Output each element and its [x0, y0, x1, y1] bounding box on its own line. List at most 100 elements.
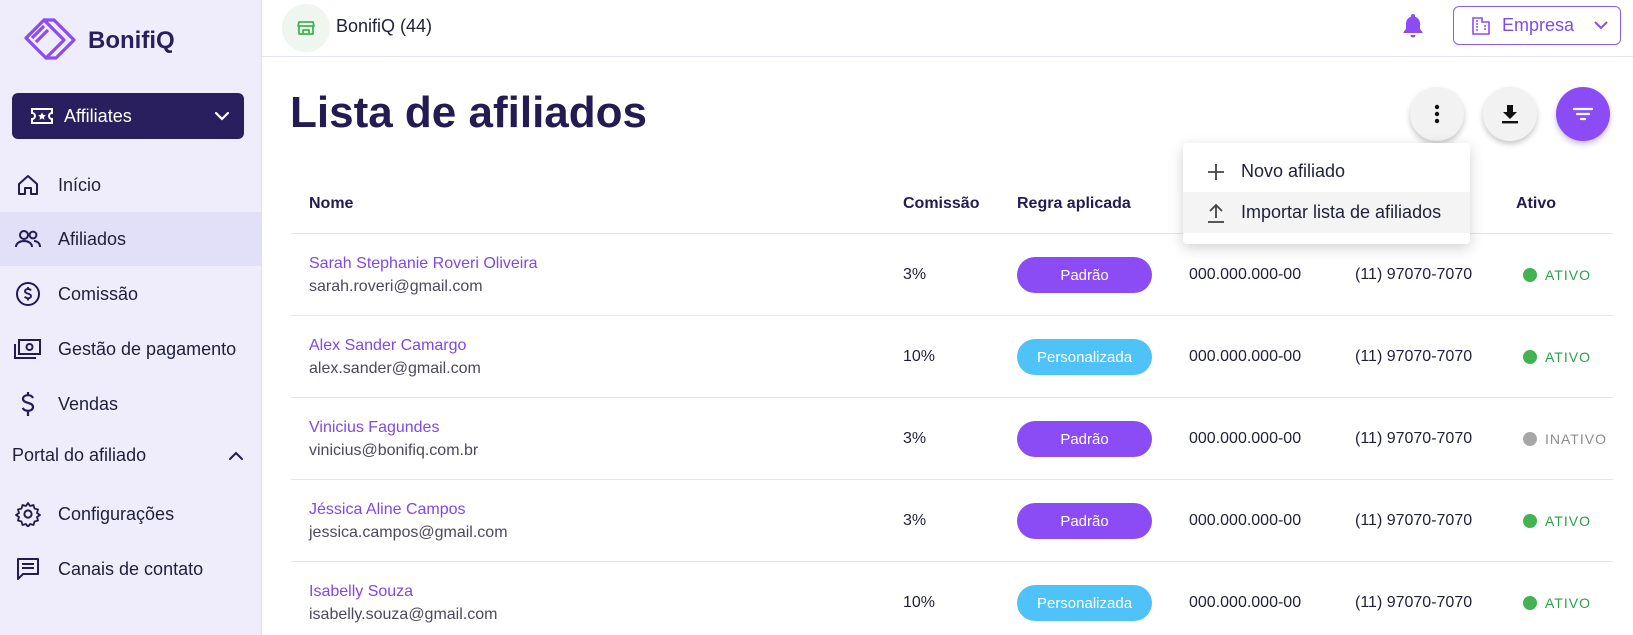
table-row[interactable]: Sarah Stephanie Roveri Oliveira sarah.rov… [291, 234, 1613, 316]
download-icon [1502, 105, 1518, 124]
status-dot-icon [1523, 268, 1537, 282]
ticket-icon [31, 108, 53, 124]
menu-item-label: Importar lista de afiliados [1241, 202, 1442, 222]
affiliate-phone: (11) 97070-7070 [1355, 430, 1473, 447]
section-portal-afiliado[interactable]: Portal do afiliado [12, 445, 244, 466]
header-rule[interactable]: Regra aplicada [1017, 195, 1131, 212]
sidebar-item-label: Canais de contato [58, 558, 204, 579]
affiliate-name[interactable]: Alex Sander Camargo [309, 337, 467, 354]
status-dot-icon [1523, 432, 1537, 446]
sidebar-item-label: Comissão [58, 283, 139, 304]
table-row[interactable]: Vinicius Fagundes vinicius@bonifiq.com.br… [291, 398, 1613, 480]
payment-icon [14, 335, 42, 363]
chevron-up-icon [229, 451, 243, 460]
topbar: BonifiQ (44) Empresa [262, 0, 1633, 57]
rule-badge[interactable]: Personalizada [1017, 585, 1152, 621]
affiliate-email: sarah.roveri@gmail.com [309, 278, 483, 295]
upload-icon [1205, 202, 1227, 224]
sidebar-item-label: Configurações [58, 503, 175, 524]
building-icon [1472, 16, 1490, 35]
header-name[interactable]: Nome [309, 195, 354, 212]
status-badge: ATIVO [1523, 349, 1591, 365]
logo[interactable]: BonifiQ [20, 16, 175, 66]
filter-button[interactable] [1556, 87, 1610, 141]
download-button[interactable] [1483, 87, 1537, 141]
affiliate-commission: 10% [903, 348, 936, 365]
status-label: ATIVO [1545, 513, 1591, 529]
sidebar-item-label: Afiliados [58, 228, 127, 249]
status-label: INATIVO [1545, 431, 1607, 447]
table-row[interactable]: Isabelly Souza isabelly.souza@gmail.com 10… [291, 562, 1613, 635]
chevron-down-icon [1594, 21, 1608, 30]
sidebar-item-label: Vendas [58, 393, 119, 414]
chat-icon [14, 555, 42, 583]
affiliate-commission: 3% [903, 266, 927, 283]
status-label: ATIVO [1545, 349, 1591, 365]
table-header: Nome Comissão Regra aplicada Ativo [291, 176, 1613, 234]
sidebar-item-afiliados[interactable]: Afiliados [0, 212, 262, 266]
app-selector-label: Affiliates [64, 105, 132, 126]
affiliate-name[interactable]: Vinicius Fagundes [309, 419, 440, 436]
affiliate-phone: (11) 97070-7070 [1355, 594, 1473, 611]
company-label: Empresa [1502, 15, 1575, 35]
affiliate-phone: (11) 97070-7070 [1355, 266, 1473, 283]
page-title: Lista de afiliados [290, 88, 647, 137]
status-dot-icon [1523, 596, 1537, 610]
notification-bell-icon[interactable] [1402, 12, 1424, 43]
logo-text: BonifiQ [88, 27, 175, 54]
menu-item-importar-lista[interactable]: Importar lista de afiliados [1183, 192, 1470, 233]
bonifiq-logo-icon [24, 18, 76, 60]
status-badge: INATIVO [1523, 431, 1607, 447]
app-selector[interactable]: Affiliates [12, 93, 244, 139]
status-badge: ATIVO [1523, 595, 1591, 611]
sidebar-item-inicio[interactable]: Início [0, 158, 262, 212]
status-label: ATIVO [1545, 595, 1591, 611]
section-label: Portal do afiliado [12, 445, 147, 465]
sidebar-item-gestao-pagamento[interactable]: Gestão de pagamento [0, 322, 262, 376]
sidebar-item-label: Gestão de pagamento [58, 338, 237, 359]
affiliate-commission: 3% [903, 512, 927, 529]
affiliate-name[interactable]: Jéssica Aline Campos [309, 501, 466, 518]
sidebar: BonifiQ Affiliates Início Afiliados Comi… [0, 0, 262, 635]
sidebar-item-canais-contato[interactable]: Canais de contato [0, 542, 262, 596]
rule-badge[interactable]: Padrão [1017, 257, 1152, 293]
sidebar-item-label: Início [58, 174, 102, 195]
table-row[interactable]: Alex Sander Camargo alex.sander@gmail.com… [291, 316, 1613, 398]
affiliate-phone: (11) 97070-7070 [1355, 348, 1473, 365]
header-commission[interactable]: Comissão [903, 195, 980, 212]
menu-item-novo-afiliado[interactable]: Novo afiliado [1183, 151, 1470, 192]
sidebar-item-configuracoes[interactable]: Configurações [0, 487, 262, 541]
home-icon [14, 171, 42, 199]
affiliate-cpf: 000.000.000-00 [1189, 512, 1302, 529]
options-menu: Novo afiliado Importar lista de afiliado… [1183, 143, 1470, 244]
more-options-button[interactable] [1410, 87, 1464, 141]
status-dot-icon [1523, 350, 1537, 364]
more-vertical-icon [1434, 104, 1440, 124]
rule-badge[interactable]: Padrão [1017, 421, 1152, 457]
rule-badge[interactable]: Padrão [1017, 503, 1152, 539]
users-icon [14, 225, 42, 253]
dollar-icon [14, 390, 42, 418]
store-icon [282, 4, 330, 52]
affiliate-phone: (11) 97070-7070 [1355, 512, 1473, 529]
header-active[interactable]: Ativo [1516, 195, 1556, 212]
sidebar-item-comissao[interactable]: Comissão [0, 267, 262, 321]
plus-icon [1205, 163, 1227, 181]
table-row[interactable]: Jéssica Aline Campos jessica.campos@gmail… [291, 480, 1613, 562]
affiliate-commission: 3% [903, 430, 927, 447]
affiliate-email: vinicius@bonifiq.com.br [309, 442, 479, 459]
affiliate-cpf: 000.000.000-00 [1189, 594, 1302, 611]
rule-badge[interactable]: Personalizada [1017, 339, 1152, 375]
company-selector[interactable]: Empresa [1453, 6, 1621, 45]
status-badge: ATIVO [1523, 267, 1591, 283]
status-label: ATIVO [1545, 267, 1591, 283]
status-badge: ATIVO [1523, 513, 1591, 529]
affiliate-name[interactable]: Isabelly Souza [309, 583, 414, 600]
affiliate-name[interactable]: Sarah Stephanie Roveri Oliveira [309, 255, 538, 272]
affiliate-email: jessica.campos@gmail.com [309, 524, 508, 541]
sidebar-item-vendas[interactable]: Vendas [0, 377, 262, 431]
status-dot-icon [1523, 514, 1537, 528]
affiliate-email: alex.sander@gmail.com [309, 360, 481, 377]
menu-item-label: Novo afiliado [1241, 161, 1346, 181]
affiliate-commission: 10% [903, 594, 936, 611]
